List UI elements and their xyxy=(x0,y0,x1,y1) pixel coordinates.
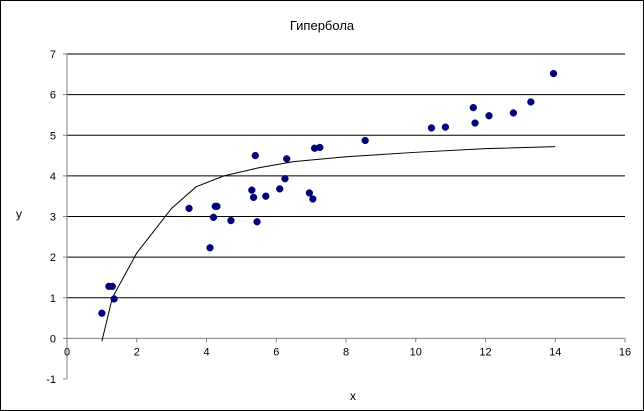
x-tick-label: 8 xyxy=(343,346,349,358)
grid-lines xyxy=(67,53,625,299)
data-point xyxy=(108,282,116,291)
data-point xyxy=(213,202,221,210)
x-tick-label: 4 xyxy=(203,346,209,358)
data-point xyxy=(248,186,256,194)
y-tick-label: 3 xyxy=(50,212,56,224)
x-tick-label: 12 xyxy=(479,346,491,358)
data-point xyxy=(485,112,493,120)
data-point xyxy=(469,103,477,112)
data-point xyxy=(361,136,369,145)
x-tick-label: 14 xyxy=(549,346,561,358)
data-point xyxy=(206,244,214,252)
data-point xyxy=(185,204,193,213)
y-tick-label: 0 xyxy=(50,333,56,345)
data-point xyxy=(549,69,558,78)
data-point xyxy=(309,195,317,203)
trendline-series xyxy=(101,146,556,342)
data-point xyxy=(509,109,518,117)
data-point xyxy=(281,175,289,183)
data-point xyxy=(427,124,436,132)
data-point xyxy=(283,155,291,163)
data-point xyxy=(253,218,261,226)
x-axis-label: x xyxy=(350,389,356,403)
y-axis-label: y xyxy=(16,207,22,221)
axes xyxy=(63,53,626,380)
data-point xyxy=(276,185,284,193)
scatter-points xyxy=(98,69,558,317)
data-point xyxy=(249,193,258,202)
data-point xyxy=(110,295,118,303)
data-point xyxy=(305,189,314,197)
data-point xyxy=(262,192,270,200)
y-tick-label: 6 xyxy=(50,90,56,102)
x-tick-label: 10 xyxy=(410,346,422,358)
data-point xyxy=(227,216,235,225)
data-point xyxy=(98,309,106,317)
x-tick-label: 0 xyxy=(64,346,70,358)
y-tick-label: 5 xyxy=(50,130,56,142)
data-point xyxy=(471,119,479,127)
x-tick-label: 6 xyxy=(273,346,279,358)
data-point xyxy=(316,143,324,152)
data-point xyxy=(527,98,535,106)
x-tick-label: 2 xyxy=(134,346,140,358)
data-point xyxy=(209,213,218,221)
x-tick-label: 16 xyxy=(619,346,631,358)
data-point xyxy=(441,123,450,131)
y-tick-label: 1 xyxy=(50,293,56,305)
chart-title: Гипербола xyxy=(290,18,355,33)
y-tick-label: 2 xyxy=(50,252,56,264)
y-tick-label: 7 xyxy=(50,49,56,61)
trendline xyxy=(101,146,556,342)
y-tick-label: 4 xyxy=(50,171,56,183)
data-point xyxy=(251,151,259,160)
y-tick-label: -1 xyxy=(46,374,56,386)
